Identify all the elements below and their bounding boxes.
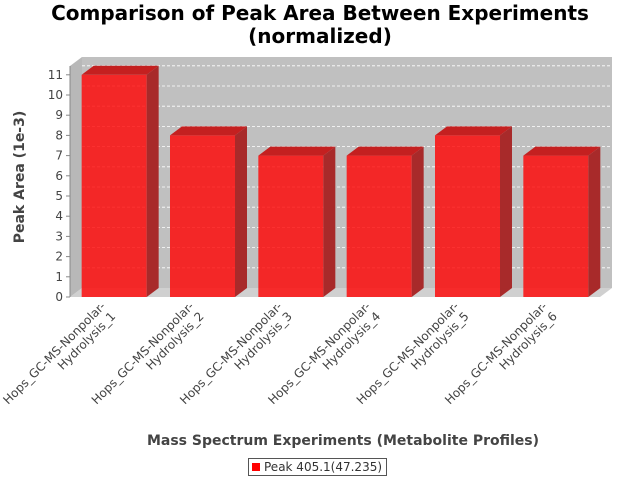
bar-side (500, 126, 512, 298)
bar-top (523, 146, 601, 156)
chart-title: Comparison of Peak Area Between Experime… (0, 2, 640, 48)
y-tick-label: 7 (55, 149, 63, 163)
y-tick-label: 0 (55, 290, 63, 304)
bar-side (235, 126, 247, 298)
y-tick-label: 10 (48, 88, 63, 102)
bar-front (346, 155, 412, 297)
bar-top (346, 146, 424, 156)
bar (258, 146, 336, 297)
y-axis-title: Peak Area (1e-3) (12, 111, 28, 244)
bar-front (435, 135, 500, 297)
legend: Peak 405.1(47.235) (248, 458, 388, 476)
bar (435, 126, 512, 298)
x-category-label: Hops_GC-MS-Nonpolar- (0, 299, 108, 407)
bar-top (81, 65, 159, 75)
bar (523, 146, 601, 297)
x-axis-title: Mass Spectrum Experiments (Metabolite Pr… (147, 433, 539, 449)
y-tick-label: 1 (55, 270, 63, 284)
bar (81, 65, 159, 297)
bar-front (81, 74, 147, 297)
bar-side (411, 146, 424, 297)
y-tick-label: 5 (55, 189, 63, 203)
chart-title-line-1: Comparison of Peak Area Between Experime… (51, 1, 589, 25)
bar-front (523, 155, 589, 297)
y-axis-ticks: 0 1 2 3 4 5 6 7 8 9 10 11 (48, 68, 70, 304)
bar-side (323, 146, 336, 297)
chart-title-line-2: (normalized) (248, 24, 392, 48)
y-tick-label: 2 (55, 250, 63, 264)
y-tick-label: 9 (55, 108, 63, 122)
bar-top (435, 126, 512, 136)
legend-swatch (252, 463, 260, 471)
y-tick-label: 3 (55, 229, 63, 243)
y-tick-label: 8 (55, 128, 63, 142)
legend-label: Peak 405.1(47.235) (264, 460, 383, 474)
bar-top (258, 146, 336, 156)
y-tick-label: 6 (55, 169, 63, 183)
bars (81, 65, 601, 298)
x-axis-categories: Hops_GC-MS-Nonpolar-Hydrolysis_1Hops_GC-… (0, 299, 560, 407)
y-tick-label: 4 (55, 209, 63, 223)
bar-front (170, 135, 235, 297)
bar (346, 146, 424, 297)
bar-front (258, 155, 324, 297)
bar-top (170, 126, 247, 136)
bar (170, 126, 247, 298)
y-tick-label: 11 (48, 68, 63, 82)
bar-side (146, 65, 159, 297)
bar-side (588, 146, 601, 297)
plot-left-wall (70, 57, 82, 297)
